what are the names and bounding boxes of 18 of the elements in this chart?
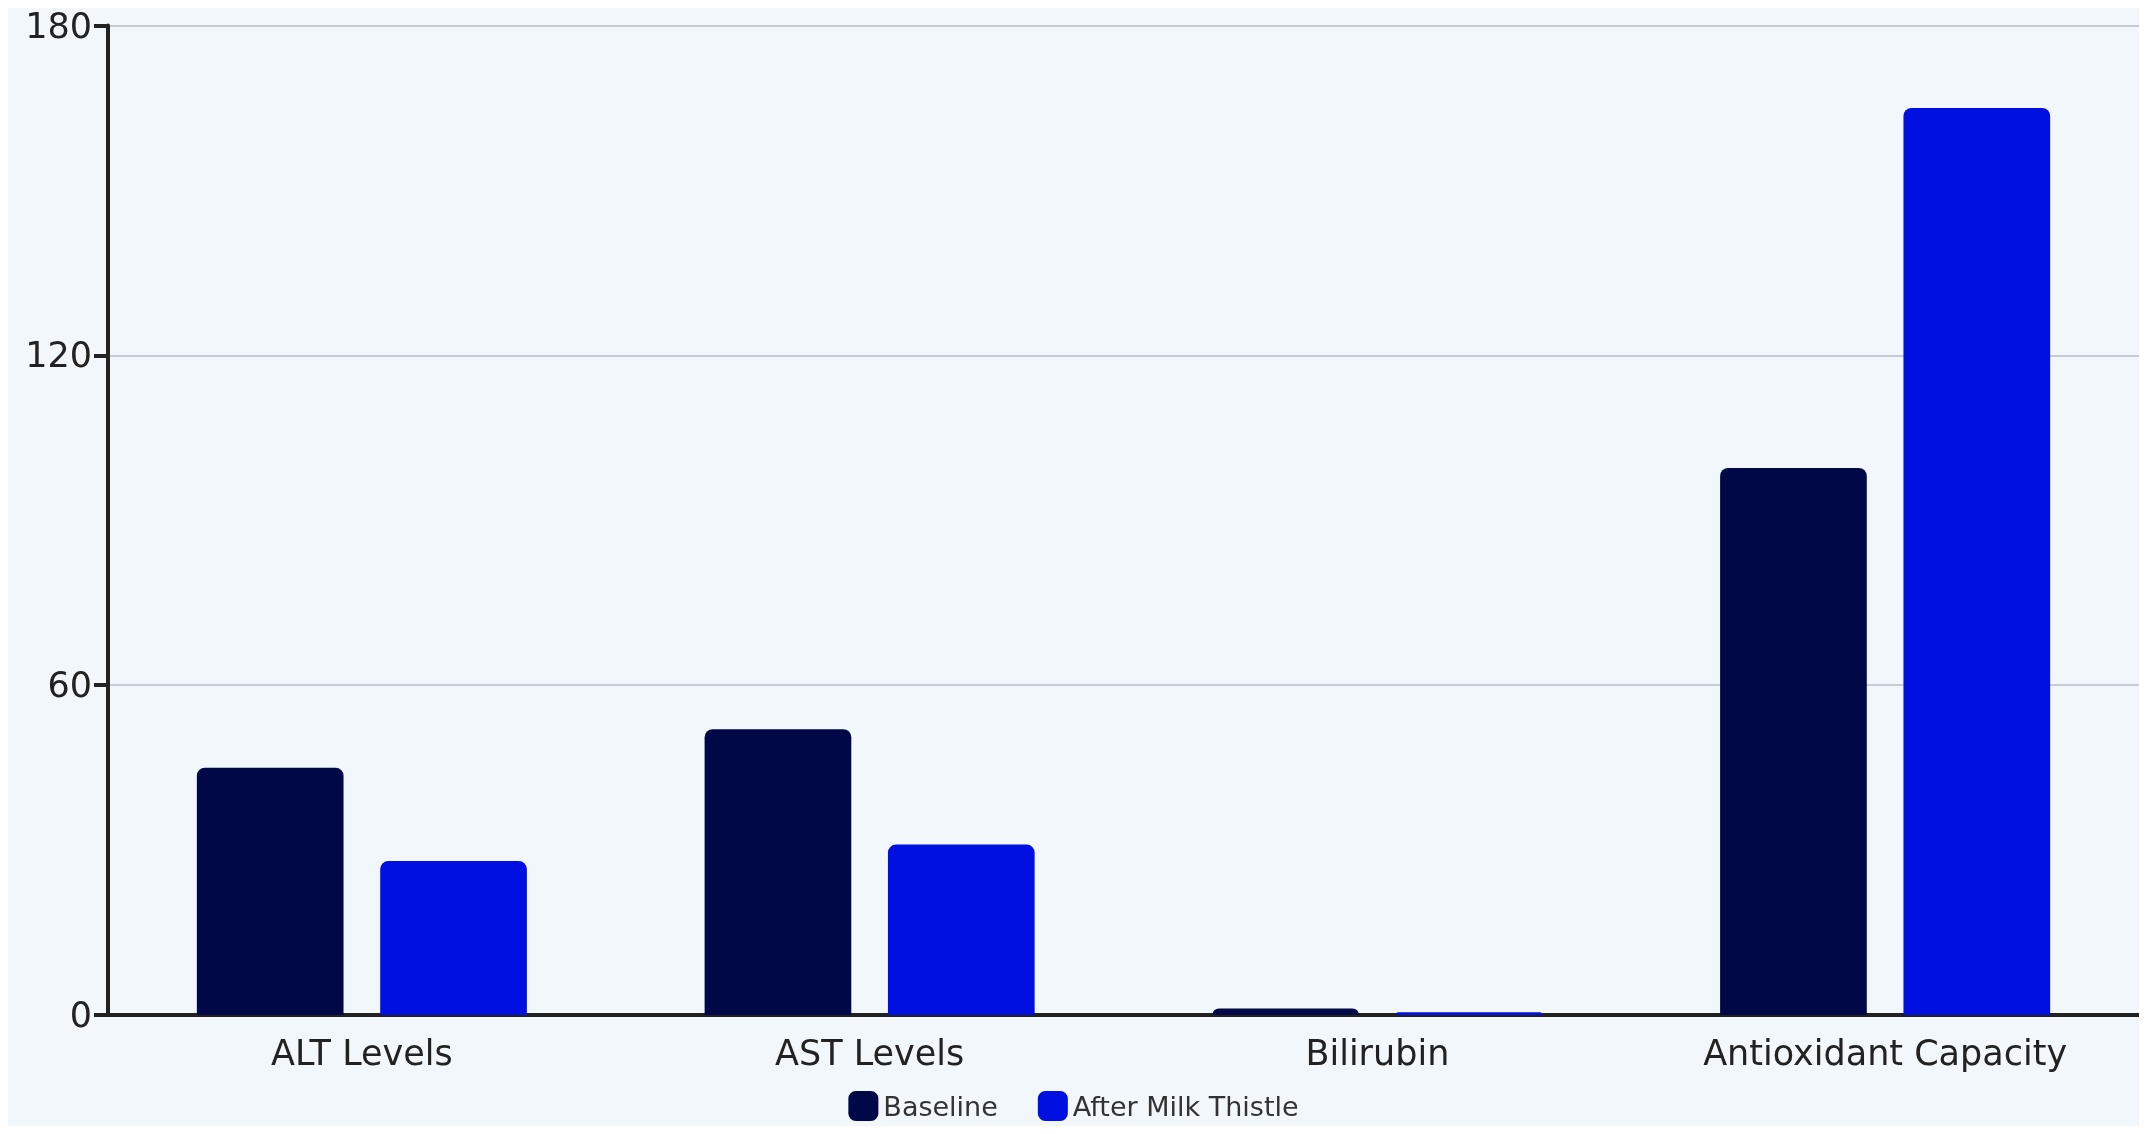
bar <box>1212 1008 1360 1015</box>
bar <box>887 844 1035 1015</box>
bar <box>196 767 344 1015</box>
y-tick-label: 60 <box>47 665 92 706</box>
legend-label: After Milk Thistle <box>1072 1090 1299 1122</box>
bar <box>1903 107 2051 1015</box>
bar <box>1720 468 1867 1015</box>
y-tick-label: 180 <box>25 5 92 46</box>
x-tick-label: AST Levels <box>774 1032 965 1073</box>
x-tick-label: Antioxidant Capacity <box>1703 1032 2068 1073</box>
y-tick-label: 120 <box>25 335 92 376</box>
legend-label: Baseline <box>883 1090 998 1122</box>
bar <box>704 729 852 1015</box>
y-tick-label: 0 <box>69 995 92 1035</box>
x-tick-label: Bilirubin <box>1305 1032 1450 1073</box>
bar <box>380 861 527 1015</box>
x-tick-label: ALT Levels <box>270 1032 453 1073</box>
bar <box>1395 1012 1543 1015</box>
